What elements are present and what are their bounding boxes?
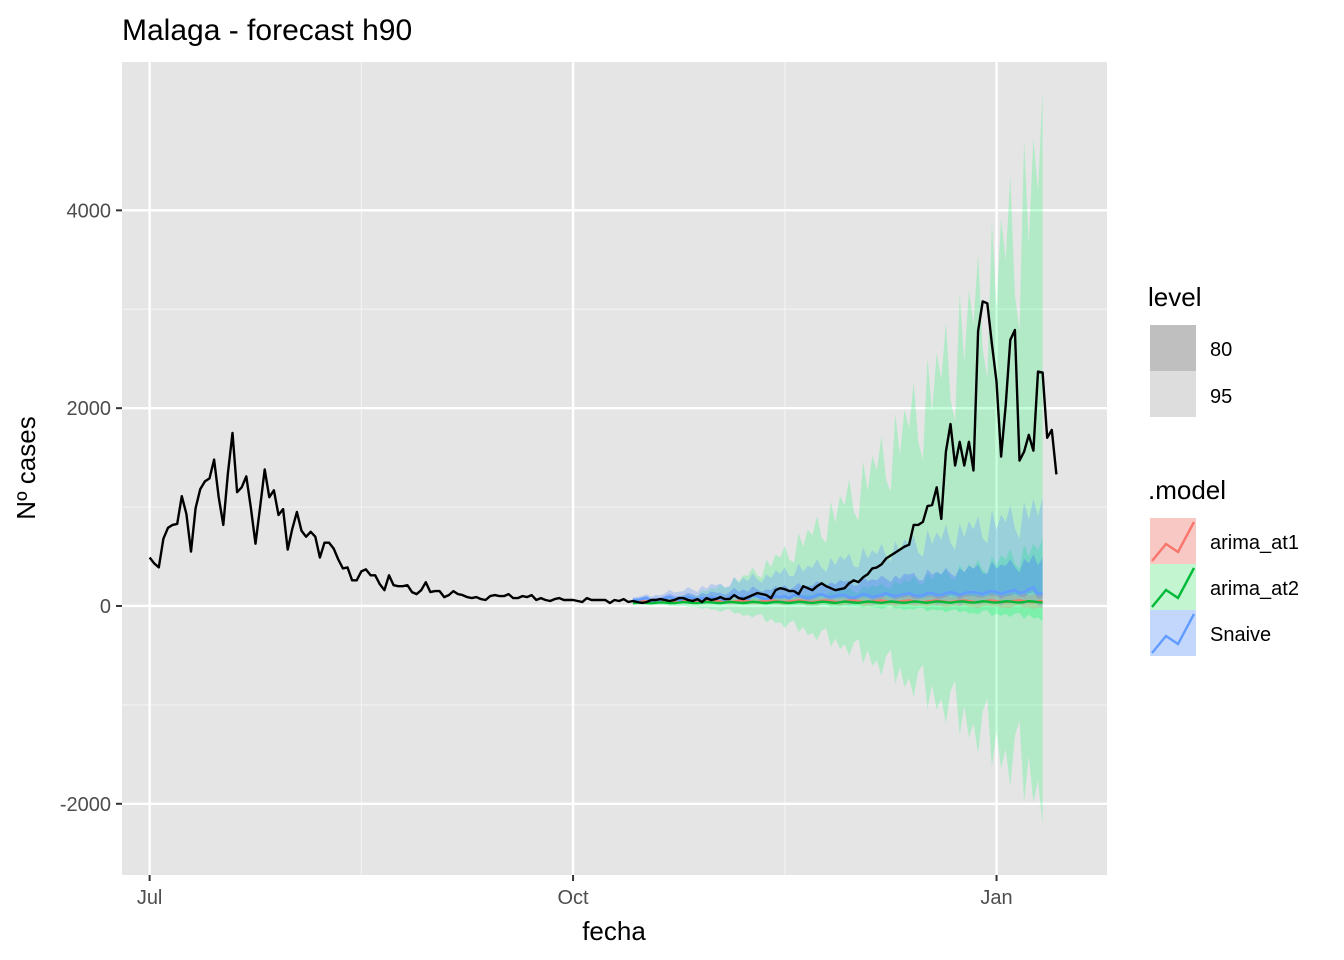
legend-label-80: 80 [1210,339,1232,361]
legend-label-snaive: Snaive [1210,624,1271,646]
y-tick-label: 4000 [67,200,112,222]
legend-label-95: 95 [1210,386,1232,408]
legend-label-arima-at1: arima_at1 [1210,532,1299,554]
legend-label-arima-at2: arima_at2 [1210,578,1299,600]
legend-level: level 80 95 [1148,282,1232,417]
legend-line-snaive [1151,613,1196,654]
legend-level-title: level [1148,282,1201,312]
legend-key-arima-at2 [1150,564,1196,610]
legend-line-arima-at2 [1151,567,1196,608]
x-tick-label: Oct [558,887,590,909]
snaive-mean-line [632,586,1043,603]
arima-at2-95-band [632,88,1043,826]
legend-model-title: .model [1148,475,1226,505]
legend-model: .model arima_at1 arima_at2 Snaive [1148,475,1299,656]
chart-title: Malaga - forecast h90 [122,14,412,47]
plot-panel [122,62,1107,875]
x-tick-label: Jul [137,887,163,909]
y-axis-ticks: -2000 0 2000 4000 [60,200,122,816]
x-tick-label: Jan [980,887,1012,909]
x-axis-title: fecha [582,916,646,946]
major-gridlines [122,62,1107,875]
y-tick-label: 0 [100,596,111,618]
legend-key-snaive [1150,610,1196,656]
legend-line-arima-at1 [1151,521,1196,562]
legend-key-80 [1150,325,1196,371]
legend-key-95 [1150,371,1196,417]
snaive-80-band [632,554,1043,603]
snaive-95-band [632,497,1043,607]
actual-cases-line [148,300,1058,605]
y-axis-title: Nº cases [11,416,41,519]
x-axis-ticks: Jul Oct Jan [137,875,1013,909]
legend-key-arima-at1 [1150,518,1196,564]
minor-gridlines [122,62,1107,875]
y-tick-label: -2000 [60,794,111,816]
y-tick-label: 2000 [67,398,112,420]
